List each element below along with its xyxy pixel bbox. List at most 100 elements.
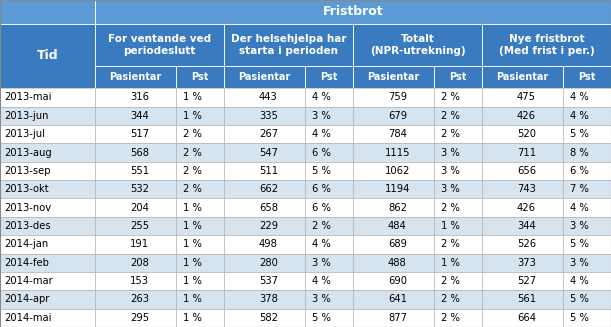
Bar (482, 24, 611, 66)
Text: 784: 784 (388, 129, 407, 139)
Bar (353, 290, 434, 309)
Bar (0, 180, 95, 198)
Bar (0, 125, 95, 143)
Bar (563, 162, 611, 180)
Bar (563, 66, 611, 88)
Bar (305, 162, 353, 180)
Text: 426: 426 (517, 111, 536, 121)
Bar (95, 290, 176, 309)
Text: 2013-jun: 2013-jun (4, 111, 49, 121)
Text: 2 %: 2 % (183, 166, 202, 176)
Text: Fristbrot: Fristbrot (323, 5, 383, 18)
Text: 711: 711 (517, 147, 536, 158)
Text: 5 %: 5 % (570, 239, 589, 250)
Text: 641: 641 (388, 294, 407, 304)
Text: For ventande ved
periodeslutt: For ventande ved periodeslutt (108, 34, 211, 56)
Text: 2014-apr: 2014-apr (4, 294, 49, 304)
Bar (224, 217, 305, 235)
Text: 204: 204 (130, 203, 149, 213)
Text: 229: 229 (259, 221, 278, 231)
Text: 1 %: 1 % (183, 313, 202, 323)
Bar (305, 217, 353, 235)
Text: 255: 255 (130, 221, 149, 231)
Text: 1 %: 1 % (183, 276, 202, 286)
Text: 3 %: 3 % (441, 184, 460, 194)
Bar (176, 217, 224, 235)
Bar (482, 290, 563, 309)
Text: 344: 344 (517, 221, 536, 231)
Bar (176, 107, 224, 125)
Text: 662: 662 (259, 184, 278, 194)
Bar (176, 88, 224, 107)
Bar (0, 162, 95, 180)
Text: 743: 743 (517, 184, 536, 194)
Bar (353, 125, 434, 143)
Bar (95, 66, 176, 88)
Text: 3 %: 3 % (441, 147, 460, 158)
Bar (224, 198, 305, 217)
Bar (353, 180, 434, 198)
Text: 2 %: 2 % (183, 147, 202, 158)
Bar (176, 66, 224, 88)
Text: 6 %: 6 % (312, 203, 331, 213)
Text: Totalt
(NPR-utrekning): Totalt (NPR-utrekning) (370, 34, 466, 56)
Bar (176, 180, 224, 198)
Text: 4 %: 4 % (570, 111, 589, 121)
Text: 2 %: 2 % (441, 239, 460, 250)
Text: 877: 877 (388, 313, 407, 323)
Bar (176, 253, 224, 272)
Bar (0, 0, 95, 24)
Bar (224, 66, 305, 88)
Bar (176, 235, 224, 253)
Text: 3 %: 3 % (570, 258, 589, 268)
Bar (0, 88, 95, 107)
Bar (305, 107, 353, 125)
Bar (224, 24, 353, 66)
Bar (563, 272, 611, 290)
Text: 7 %: 7 % (570, 184, 589, 194)
Bar (353, 309, 434, 327)
Bar (434, 66, 482, 88)
Bar (353, 143, 434, 162)
Text: 2014-mar: 2014-mar (4, 276, 53, 286)
Text: 582: 582 (259, 313, 278, 323)
Bar (224, 272, 305, 290)
Bar (434, 143, 482, 162)
Bar (563, 235, 611, 253)
Text: Pst: Pst (449, 72, 467, 82)
Bar (224, 290, 305, 309)
Text: 1 %: 1 % (183, 239, 202, 250)
Bar (353, 217, 434, 235)
Bar (305, 235, 353, 253)
Bar (95, 253, 176, 272)
Text: 679: 679 (388, 111, 407, 121)
Text: 1 %: 1 % (183, 221, 202, 231)
Text: 2 %: 2 % (441, 93, 460, 102)
Text: 426: 426 (517, 203, 536, 213)
Text: 2 %: 2 % (441, 129, 460, 139)
Text: 1 %: 1 % (183, 258, 202, 268)
Bar (0, 253, 95, 272)
Text: 488: 488 (388, 258, 407, 268)
Text: 537: 537 (259, 276, 278, 286)
Text: 6 %: 6 % (312, 184, 331, 194)
Bar (353, 107, 434, 125)
Bar (353, 235, 434, 253)
Bar (95, 143, 176, 162)
Bar (224, 235, 305, 253)
Bar (305, 143, 353, 162)
Bar (482, 162, 563, 180)
Bar (176, 272, 224, 290)
Text: 4 %: 4 % (312, 239, 331, 250)
Bar (0, 107, 95, 125)
Bar (0, 272, 95, 290)
Bar (482, 107, 563, 125)
Text: 316: 316 (130, 93, 149, 102)
Bar (95, 217, 176, 235)
Text: 689: 689 (388, 239, 407, 250)
Text: 2013-mai: 2013-mai (4, 93, 52, 102)
Text: 862: 862 (388, 203, 407, 213)
Text: Pst: Pst (320, 72, 337, 82)
Bar (482, 309, 563, 327)
Bar (224, 88, 305, 107)
